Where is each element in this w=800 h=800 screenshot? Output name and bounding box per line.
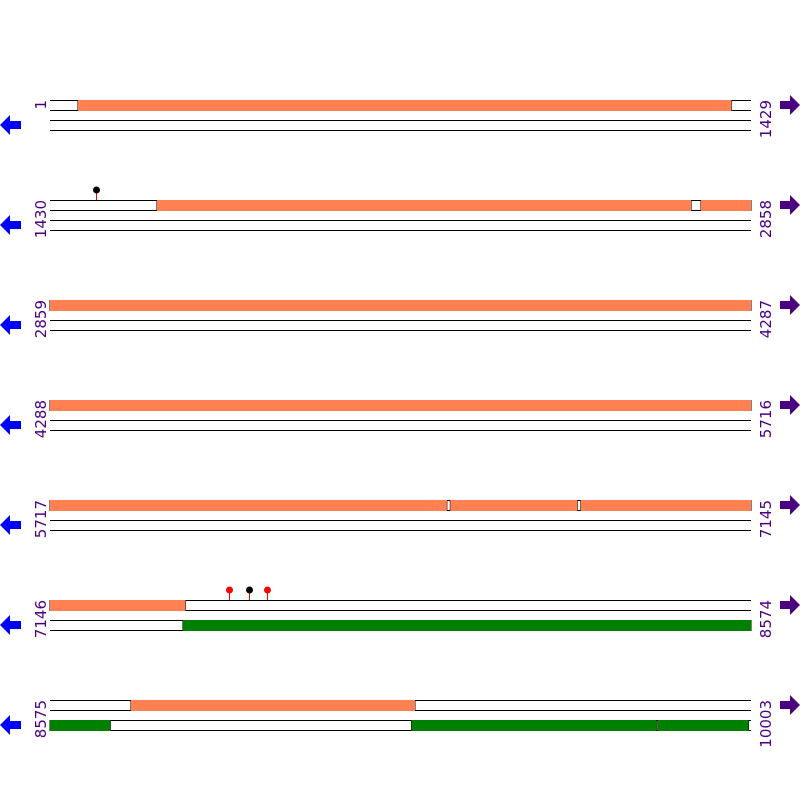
arrow-left-icon[interactable] — [0, 715, 21, 735]
arrow-left-icon[interactable] — [0, 115, 21, 135]
sequence-row: 8575 10003 — [0, 695, 800, 748]
site-marker — [93, 186, 100, 194]
arrow-right-icon[interactable] — [780, 495, 800, 515]
sequence-row: 2859 4287 — [0, 295, 800, 338]
row-end-label: 4287 — [757, 300, 775, 338]
arrow-right-icon[interactable] — [780, 295, 800, 315]
arrow-left-icon[interactable] — [0, 415, 21, 435]
reverse-feature — [657, 720, 749, 731]
row-start-label: 7146 — [32, 600, 50, 638]
row-end-label: 7145 — [757, 500, 775, 538]
reverse-feature — [182, 620, 751, 631]
reverse-feature — [411, 720, 657, 731]
forward-feature — [700, 200, 751, 211]
row-end-label: 5716 — [757, 400, 775, 438]
row-start-label: 4288 — [32, 400, 50, 438]
site-marker — [226, 586, 233, 594]
forward-feature — [77, 100, 732, 111]
forward-feature — [50, 300, 751, 311]
row-end-label: 2858 — [757, 200, 775, 238]
row-start-label: 2859 — [32, 300, 50, 338]
forward-feature — [580, 500, 751, 511]
arrow-left-icon[interactable] — [0, 215, 21, 235]
sequence-row: 7146 8574 — [0, 586, 800, 638]
row-start-label: 8575 — [32, 700, 50, 738]
row-end-label: 1429 — [757, 100, 775, 138]
reverse-feature — [50, 720, 111, 731]
sequence-row: 5717 7145 — [0, 495, 800, 538]
row-start-label: 5717 — [32, 500, 50, 538]
forward-feature — [50, 500, 447, 511]
arrow-right-icon[interactable] — [780, 595, 800, 615]
arrow-right-icon[interactable] — [780, 395, 800, 415]
arrow-left-icon[interactable] — [0, 315, 21, 335]
forward-feature — [156, 200, 692, 211]
arrow-right-icon[interactable] — [780, 95, 800, 115]
row-end-label: 10003 — [757, 700, 775, 748]
site-marker — [246, 586, 253, 594]
arrow-right-icon[interactable] — [780, 195, 800, 215]
row-start-label: 1 — [32, 100, 50, 110]
forward-feature — [50, 600, 186, 611]
row-start-label: 1430 — [32, 200, 50, 238]
sequence-row: 4288 5716 — [0, 395, 800, 438]
arrow-right-icon[interactable] — [780, 695, 800, 715]
sequence-row: 1430 2858 — [0, 186, 800, 238]
forward-feature — [50, 400, 751, 411]
arrow-left-icon[interactable] — [0, 615, 21, 635]
arrow-left-icon[interactable] — [0, 515, 21, 535]
forward-feature — [450, 500, 578, 511]
row-end-label: 8574 — [757, 600, 775, 638]
site-marker — [264, 586, 271, 594]
sequence-row: 1 1429 — [0, 95, 800, 138]
forward-feature — [130, 700, 415, 711]
